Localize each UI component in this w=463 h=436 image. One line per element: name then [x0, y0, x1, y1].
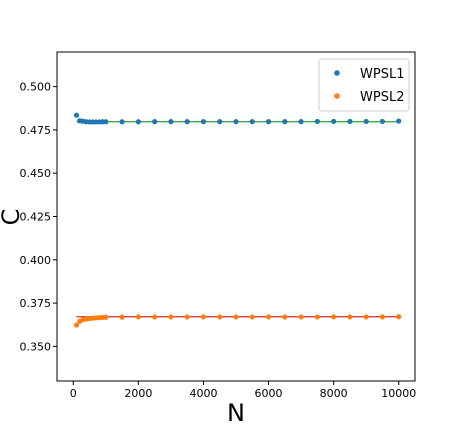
- point-wpsl1: [379, 118, 386, 125]
- x-axis-ticks: 0 2000 4000 6000 8000 10000: [70, 381, 416, 400]
- legend-label-wpsl2: WPSL2: [360, 90, 404, 105]
- point-wpsl2: [347, 314, 353, 320]
- point-wpsl1: [184, 119, 190, 125]
- point-wpsl1: [314, 118, 320, 125]
- point-wpsl1: [119, 119, 125, 125]
- point-wpsl2: [200, 314, 207, 320]
- point-wpsl1: [233, 119, 239, 125]
- point-wpsl1: [103, 119, 109, 125]
- point-wpsl1: [347, 118, 353, 125]
- point-wpsl2: [298, 314, 304, 320]
- point-wpsl2: [249, 314, 255, 320]
- x-tick-label: 6000: [255, 387, 283, 400]
- y-tick-label: 0.350: [20, 340, 52, 353]
- point-wpsl2: [314, 314, 320, 320]
- point-wpsl1: [135, 119, 141, 125]
- point-wpsl1: [73, 112, 80, 118]
- point-wpsl1: [217, 119, 223, 125]
- point-wpsl1: [363, 118, 369, 125]
- point-wpsl1: [265, 119, 272, 125]
- x-axis-label: N: [227, 399, 245, 427]
- point-wpsl2: [168, 314, 174, 320]
- point-wpsl2: [217, 314, 223, 320]
- x-tick-label: 10000: [381, 387, 416, 400]
- data-points: [73, 112, 402, 328]
- legend-label-wpsl1: WPSL1: [360, 67, 404, 82]
- point-wpsl2: [184, 314, 190, 320]
- y-axis-ticks: 0.350 0.375 0.400 0.425 0.450 0.475 0.500: [20, 81, 57, 353]
- point-wpsl1: [298, 119, 304, 125]
- point-wpsl2: [119, 314, 125, 320]
- y-axis-label: C: [0, 209, 25, 226]
- point-wpsl2: [379, 314, 386, 320]
- y-tick-label: 0.400: [20, 254, 52, 267]
- point-wpsl2: [135, 314, 141, 320]
- point-wpsl1: [168, 119, 174, 125]
- point-wpsl2: [363, 314, 369, 320]
- point-wpsl2: [265, 314, 272, 320]
- legend-marker-wpsl1: [334, 70, 340, 76]
- legend-box: [318, 58, 410, 112]
- point-wpsl2: [152, 314, 158, 320]
- point-wpsl1: [152, 119, 158, 125]
- point-wpsl2: [282, 314, 288, 320]
- point-wpsl1: [396, 118, 402, 124]
- y-tick-label: 0.375: [20, 297, 52, 310]
- point-wpsl1: [249, 119, 255, 125]
- legend: WPSL1 WPSL2: [318, 58, 410, 112]
- x-tick-label: 8000: [320, 387, 348, 400]
- point-wpsl2: [233, 314, 239, 320]
- x-tick-label: 4000: [189, 387, 217, 400]
- point-wpsl1: [282, 119, 288, 125]
- y-tick-label: 0.425: [20, 211, 52, 224]
- y-tick-label: 0.450: [20, 167, 52, 180]
- point-wpsl2: [331, 314, 337, 320]
- x-tick-label: 0: [70, 387, 77, 400]
- y-tick-label: 0.475: [20, 124, 52, 137]
- point-wpsl2: [103, 314, 109, 320]
- point-wpsl1: [331, 118, 337, 125]
- x-tick-label: 2000: [124, 387, 152, 400]
- legend-marker-wpsl2: [334, 93, 340, 99]
- point-wpsl1: [200, 119, 207, 125]
- point-wpsl2: [396, 314, 402, 320]
- point-wpsl2: [73, 322, 80, 328]
- y-tick-label: 0.500: [20, 81, 52, 94]
